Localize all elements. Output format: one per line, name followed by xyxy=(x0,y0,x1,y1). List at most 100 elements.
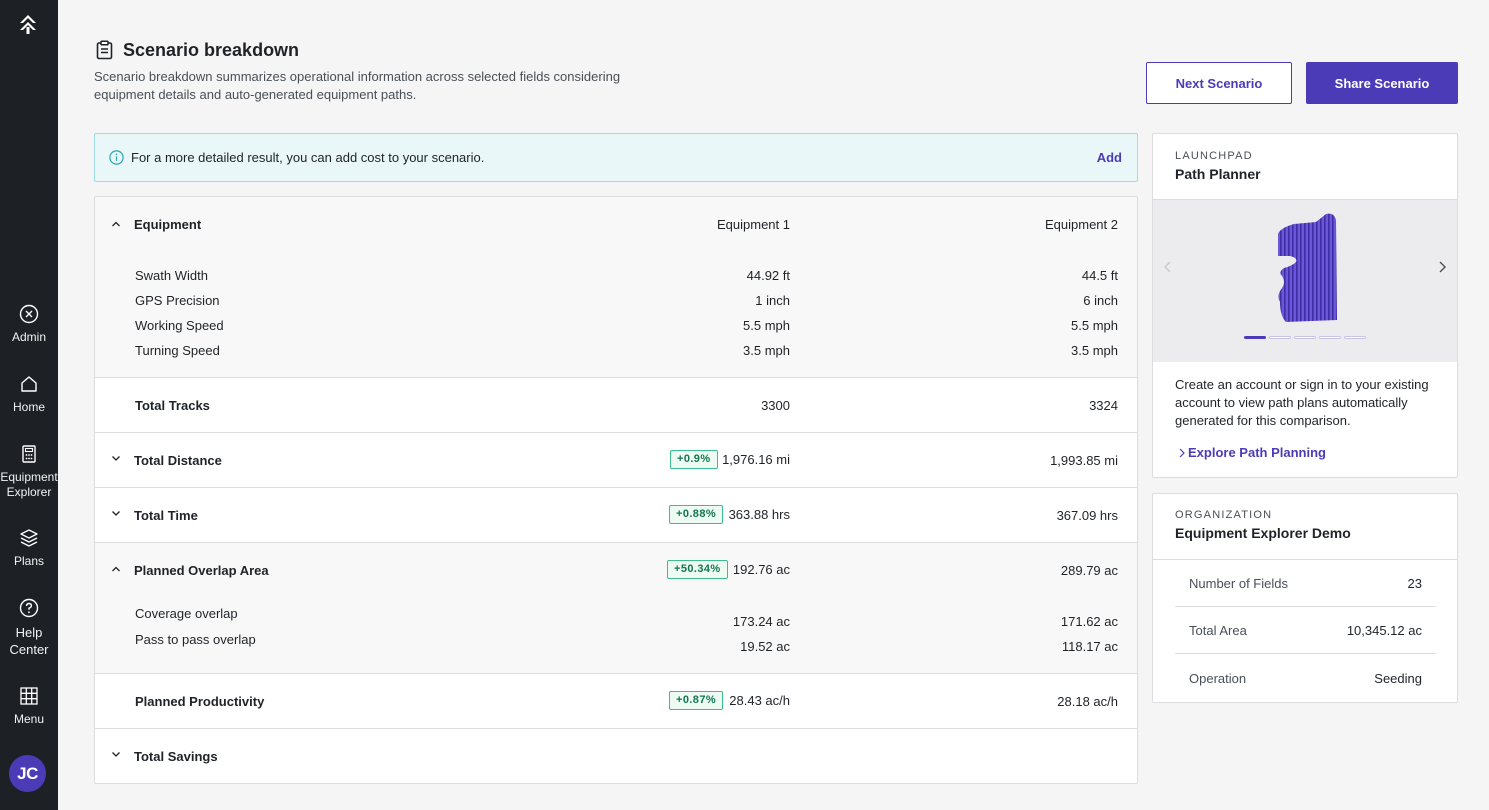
sidebar-item-menu[interactable]: Menu xyxy=(0,686,58,727)
card-eyebrow: LAUNCHPAD xyxy=(1175,150,1253,162)
chevron-up-icon[interactable] xyxy=(111,219,121,229)
value-equipment-1: 5.5 mph xyxy=(743,318,790,333)
row-label[interactable]: Total Time xyxy=(134,508,198,523)
value-equipment-2: 6 inch xyxy=(1083,293,1118,308)
path-planner-carousel xyxy=(1153,200,1457,362)
value-equipment-1: 44.92 ft xyxy=(746,268,790,283)
launchpad-description: Create an account or sign in to your exi… xyxy=(1175,377,1429,428)
percent-badge: +0.87% xyxy=(669,691,724,710)
chevron-right-icon[interactable] xyxy=(1435,260,1449,274)
carousel-dot[interactable] xyxy=(1319,336,1341,339)
add-cost-link[interactable]: Add xyxy=(1096,150,1122,165)
org-row-value: 10,345.12 ac xyxy=(1346,623,1422,638)
row-label[interactable]: Total Savings xyxy=(134,749,218,764)
sidebar-item-label: Equipment Explorer xyxy=(0,470,58,499)
org-row-operation: Operation Seeding xyxy=(1175,655,1436,702)
row-label: Total Tracks xyxy=(135,398,210,413)
value-equipment-1: 3.5 mph xyxy=(743,343,790,358)
value-equipment-2: 171.62 ac xyxy=(1060,614,1118,629)
total-time-row: Total Time +0.88% 363.88 hrs 367.09 hrs xyxy=(95,488,1137,543)
value-equipment-2: 289.79 ac xyxy=(1060,563,1118,578)
value-equipment-1: 28.43 ac/h xyxy=(729,693,790,708)
sidebar-item-plans[interactable]: Plans xyxy=(0,528,58,569)
value-equipment-2: 28.18 ac/h xyxy=(1057,694,1118,709)
value-equipment-2: 118.17 ac xyxy=(1061,639,1118,654)
value-equipment-1: 1,976.16 mi xyxy=(722,452,790,467)
value-equipment-1: 173.24 ac xyxy=(732,614,790,629)
percent-badge: +0.88% xyxy=(669,505,724,524)
chevron-down-icon[interactable] xyxy=(111,508,121,518)
sidebar-item-equipment-explorer[interactable]: Equipment Explorer xyxy=(0,444,58,500)
help-icon xyxy=(19,598,39,618)
page-title: Scenario breakdown xyxy=(123,39,300,60)
row-label: GPS Precision xyxy=(135,293,220,308)
org-row-label: Operation xyxy=(1189,671,1247,686)
carousel-dot[interactable] xyxy=(1344,336,1366,339)
chevron-down-icon[interactable] xyxy=(111,453,121,463)
org-row-label: Number of Fields xyxy=(1189,576,1288,591)
info-icon xyxy=(109,150,124,165)
org-row-label: Total Area xyxy=(1189,623,1247,638)
row-label: Pass to pass overlap xyxy=(135,632,256,647)
layers-icon xyxy=(20,529,38,547)
row-label: Coverage overlap xyxy=(135,606,238,621)
chevron-up-icon[interactable] xyxy=(111,564,121,574)
section-label[interactable]: Equipment xyxy=(134,217,202,232)
link-label: Explore Path Planning xyxy=(1188,445,1326,460)
info-banner: For a more detailed result, you can add … xyxy=(94,133,1138,182)
value-equipment-1: 19.52 ac xyxy=(740,639,790,654)
launchpad-card: LAUNCHPAD Path Planner Create an account… xyxy=(1152,133,1458,478)
row-label: Turning Speed xyxy=(135,343,220,358)
value-equipment-2: 1,993.85 mi xyxy=(1050,453,1118,468)
column-header-equipment-1: Equipment 1 xyxy=(717,217,790,232)
value-equipment-2: 367.09 hrs xyxy=(1056,508,1118,523)
value-equipment-1: 3300 xyxy=(761,398,790,413)
row-label: Working Speed xyxy=(135,318,224,333)
card-title: Equipment Explorer Demo xyxy=(1175,525,1351,541)
carousel-dot[interactable] xyxy=(1294,336,1316,339)
carousel-dot[interactable] xyxy=(1244,336,1266,339)
planned-overlap-section: Planned Overlap Area +50.34% 192.76 ac 2… xyxy=(95,543,1137,674)
sidebar-item-admin[interactable]: Admin xyxy=(0,304,58,345)
row-label: Swath Width xyxy=(135,268,208,283)
org-row-value: Seeding xyxy=(1374,671,1422,686)
section-label[interactable]: Planned Overlap Area xyxy=(134,563,269,578)
row-label[interactable]: Total Distance xyxy=(134,453,222,468)
sidebar-item-label: Admin xyxy=(11,330,46,344)
share-scenario-button[interactable]: Share Scenario xyxy=(1306,62,1458,104)
sidebar-item-label: Home xyxy=(12,400,45,414)
grid-icon xyxy=(20,687,38,705)
org-row-value: 23 xyxy=(1407,576,1422,591)
calculator-icon xyxy=(22,445,36,463)
value-equipment-2: 3324 xyxy=(1089,398,1118,413)
sidebar-item-home[interactable]: Home xyxy=(0,374,58,415)
home-icon xyxy=(21,376,37,392)
value-equipment-2: 44.5 ft xyxy=(1081,268,1118,283)
sidebar-item-label: Help Center xyxy=(9,625,49,657)
org-row-area: Total Area 10,345.12 ac xyxy=(1175,607,1436,654)
planned-productivity-row: Planned Productivity +0.87% 28.43 ac/h 2… xyxy=(95,674,1137,729)
chevron-right-icon xyxy=(1179,448,1185,457)
admin-icon xyxy=(19,304,39,324)
breakdown-table: Equipment Equipment 1 Equipment 2 Swath … xyxy=(94,196,1138,784)
next-scenario-button[interactable]: Next Scenario xyxy=(1146,62,1292,104)
total-savings-row: Total Savings xyxy=(95,729,1137,783)
logo-icon[interactable] xyxy=(17,13,39,35)
total-tracks-row: Total Tracks 3300 3324 xyxy=(95,378,1137,433)
sidebar-item-label: Menu xyxy=(13,712,45,726)
column-header-equipment-2: Equipment 2 xyxy=(1045,217,1118,232)
sidebar-item-help-center[interactable]: Help Center xyxy=(0,598,58,658)
row-label: Planned Productivity xyxy=(135,694,265,709)
field-path-illustration xyxy=(1278,213,1337,322)
page-description: Scenario breakdown summarizes operationa… xyxy=(94,69,621,102)
total-distance-row: Total Distance +0.9% 1,976.16 mi 1,993.8… xyxy=(95,433,1137,488)
sidebar-item-label: Plans xyxy=(13,554,45,568)
percent-badge: +50.34% xyxy=(667,560,728,579)
chevron-down-icon[interactable] xyxy=(111,749,121,759)
carousel-dot[interactable] xyxy=(1269,336,1291,339)
avatar[interactable]: JC xyxy=(9,755,46,792)
clipboard-icon xyxy=(96,40,113,60)
card-title: Path Planner xyxy=(1175,166,1261,182)
chevron-left-icon[interactable] xyxy=(1161,260,1175,274)
explore-path-planning-link[interactable]: Explore Path Planning xyxy=(1179,445,1326,460)
